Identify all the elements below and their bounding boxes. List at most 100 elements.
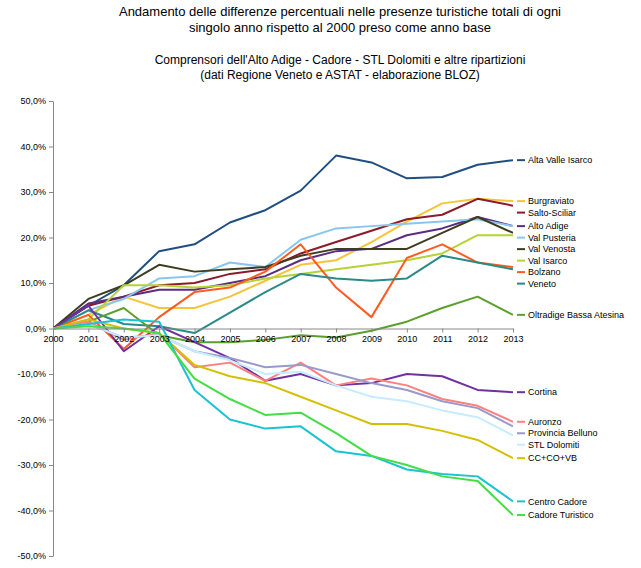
x-tick: 2005 [220, 329, 240, 344]
x-tick-mark [407, 329, 408, 333]
legend-swatch [517, 225, 525, 227]
series-line [53, 235, 513, 328]
x-tick-mark [371, 329, 372, 333]
y-tick: 40,0% [20, 142, 53, 152]
y-tick: 0,0% [25, 324, 53, 334]
x-tick: 2009 [362, 329, 382, 344]
title: singolo anno rispetto al 2000 preso come… [189, 20, 491, 35]
x-tick: 2013 [503, 329, 523, 344]
x-tick-mark [53, 329, 54, 333]
x-tick-label: 2010 [397, 334, 417, 344]
y-tick-mark [49, 238, 53, 239]
y-tick: -20,0% [17, 415, 53, 425]
legend-label: Alta Valle Isarco [528, 155, 592, 165]
series-line [53, 217, 513, 328]
y-tick: -30,0% [17, 460, 53, 470]
series-line [53, 326, 513, 515]
legend-label: Centro Cadore [528, 497, 587, 507]
lines [53, 156, 513, 515]
x-tick: 2010 [397, 329, 417, 344]
x-tick: 2000 [43, 329, 63, 344]
legend-label: STL Dolomiti [528, 440, 579, 450]
x-tick-mark [301, 329, 302, 333]
legend-label: Cortina [528, 387, 557, 397]
y-tick-label: 20,0% [20, 233, 46, 243]
legend-label: Bolzano [528, 267, 561, 277]
series-line [53, 256, 513, 333]
x-tick: 2012 [468, 329, 488, 344]
series-line [53, 244, 513, 349]
y-tick-label: -10,0% [17, 369, 46, 379]
legend-label: Burgraviato [528, 196, 574, 206]
title: Andamento delle differenze percentuali n… [119, 4, 561, 19]
x-tick-label: 2011 [433, 334, 452, 344]
x-tick: 2011 [433, 329, 452, 344]
legend-swatch [517, 248, 525, 250]
legend-swatch [517, 391, 525, 393]
y-tick: -50,0% [17, 551, 53, 561]
x-tick-label: 2002 [114, 334, 134, 344]
y-tick-mark [49, 465, 53, 466]
x-tick: 2001 [79, 329, 99, 344]
series-line [53, 319, 513, 501]
x-tick: 2008 [327, 329, 347, 344]
series-line [53, 324, 513, 435]
legend-label: Salto-Sciliar [528, 208, 576, 218]
y-tick-mark [49, 192, 53, 193]
y-tick: -40,0% [17, 506, 53, 516]
x-tick-mark [124, 329, 125, 333]
x-tick-label: 2006 [256, 334, 276, 344]
y-tick-mark [49, 147, 53, 148]
x-tick-mark [442, 329, 443, 333]
legend-swatch [517, 457, 525, 459]
y-axis-line [53, 102, 54, 557]
legend-swatch [517, 514, 525, 516]
series-line [53, 319, 513, 458]
y-tick-label: 40,0% [20, 142, 46, 152]
legend-swatch [517, 421, 525, 423]
legend-swatch [517, 260, 525, 262]
y-tick: -10,0% [17, 369, 53, 379]
chart-svg: Andamento delle differenze percentuali n… [0, 0, 641, 568]
x-tick: 2006 [256, 329, 276, 344]
y-tick-label: 10,0% [20, 278, 46, 288]
legend-swatch [517, 444, 525, 446]
y-tick-label: 0,0% [25, 324, 46, 334]
y-tick-mark [49, 101, 53, 102]
x-tick-label: 2003 [150, 334, 170, 344]
y-tick-mark [49, 283, 53, 284]
legend-swatch [517, 212, 525, 214]
x-tick-mark [478, 329, 479, 333]
legend-label: Val Venosta [528, 244, 575, 254]
y-tick-label: -50,0% [17, 551, 46, 561]
chart-container: Andamento delle differenze percentuali n… [0, 0, 641, 568]
y-tick-mark [49, 374, 53, 375]
y-tick-label: -40,0% [17, 506, 46, 516]
legend: Alta Valle Isarco Burgraviato Salto-Scilia… [517, 155, 624, 520]
legend-swatch [517, 314, 525, 316]
x-tick: 2003 [150, 329, 170, 344]
x-tick-label: 2012 [468, 334, 488, 344]
legend-swatch [517, 283, 525, 285]
legend-label: Provincia Belluno [528, 428, 598, 438]
series-line [53, 322, 513, 422]
x-tick-mark [195, 329, 196, 333]
legend-label: Cadore Turistico [528, 510, 594, 520]
y-tick-label: -20,0% [17, 415, 46, 425]
x-axis-line [54, 329, 514, 330]
y-tick-mark [49, 329, 53, 330]
y-tick-label: 30,0% [20, 187, 46, 197]
y-tick: 20,0% [20, 233, 53, 243]
x-axis: 2000200120022003200420052006200720082009… [43, 329, 523, 344]
y-tick-label: -30,0% [17, 460, 46, 470]
legend-label: Auronzo [528, 417, 562, 427]
subtitle: (dati Regione Veneto e ASTAT - elaborazi… [200, 68, 480, 82]
x-tick-mark [513, 329, 514, 333]
x-tick-label: 2008 [327, 334, 347, 344]
series-line [53, 156, 513, 329]
x-tick-mark [88, 329, 89, 333]
y-tick-mark [49, 420, 53, 421]
x-tick-mark [336, 329, 337, 333]
legend-swatch [517, 237, 525, 239]
legend-label: Val Pusteria [528, 233, 576, 243]
